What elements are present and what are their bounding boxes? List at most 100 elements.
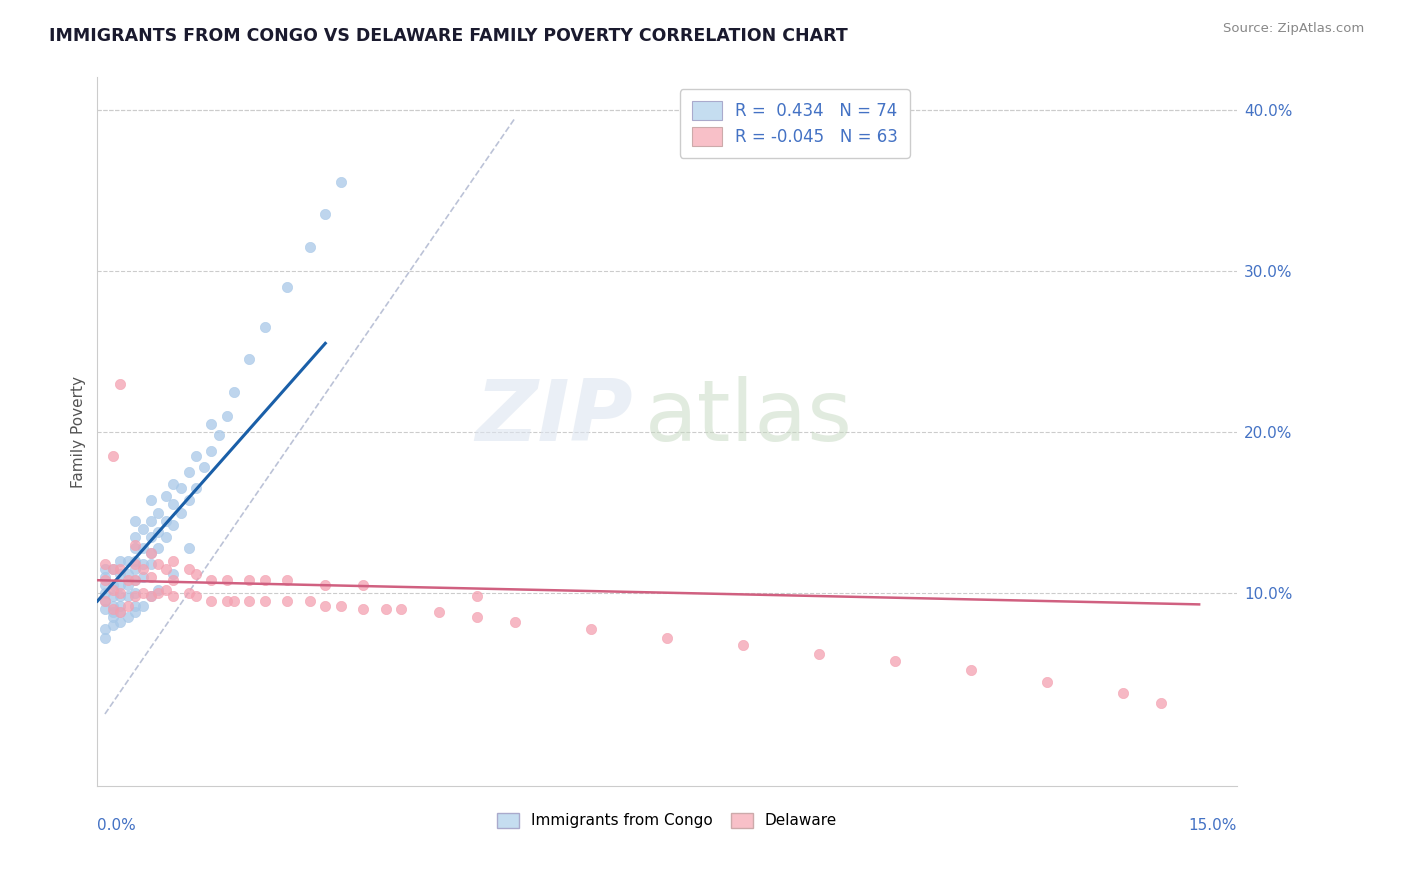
Point xyxy=(162,573,184,587)
Point xyxy=(132,570,155,584)
Point xyxy=(733,638,755,652)
Text: atlas: atlas xyxy=(644,376,852,459)
Point xyxy=(139,530,162,544)
Point xyxy=(146,557,169,571)
Point xyxy=(101,610,124,624)
Point xyxy=(124,573,146,587)
Point xyxy=(1150,696,1173,710)
Point xyxy=(108,590,131,604)
Text: IMMIGRANTS FROM CONGO VS DELAWARE FAMILY POVERTY CORRELATION CHART: IMMIGRANTS FROM CONGO VS DELAWARE FAMILY… xyxy=(49,27,848,45)
Point xyxy=(108,562,131,576)
Point xyxy=(215,409,238,423)
Point xyxy=(94,594,117,608)
Point xyxy=(177,586,200,600)
Point xyxy=(94,586,117,600)
Point xyxy=(101,582,124,597)
Point xyxy=(581,622,603,636)
Point xyxy=(124,530,146,544)
Point xyxy=(299,240,322,254)
Point xyxy=(139,492,162,507)
Point xyxy=(215,573,238,587)
Point xyxy=(108,599,131,613)
Point xyxy=(200,594,222,608)
Point xyxy=(503,615,526,629)
Point xyxy=(132,562,155,576)
Point xyxy=(124,514,146,528)
Point xyxy=(238,594,260,608)
Point xyxy=(146,506,169,520)
Point xyxy=(139,557,162,571)
Point xyxy=(208,428,231,442)
Point xyxy=(139,590,162,604)
Point xyxy=(352,602,374,616)
Point xyxy=(162,498,184,512)
Point xyxy=(132,522,155,536)
Point xyxy=(162,590,184,604)
Point xyxy=(1112,686,1135,700)
Point xyxy=(238,352,260,367)
Point xyxy=(94,562,117,576)
Point xyxy=(94,570,117,584)
Point xyxy=(139,590,162,604)
Point xyxy=(101,449,124,463)
Point xyxy=(200,444,222,458)
Point xyxy=(117,566,139,581)
Point xyxy=(162,566,184,581)
Point xyxy=(314,578,336,592)
Point xyxy=(132,557,155,571)
Point xyxy=(124,606,146,620)
Point xyxy=(139,546,162,560)
Legend: Immigrants from Congo, Delaware: Immigrants from Congo, Delaware xyxy=(498,813,837,829)
Point xyxy=(155,530,177,544)
Point xyxy=(101,602,124,616)
Point xyxy=(276,573,298,587)
Point xyxy=(276,594,298,608)
Point xyxy=(94,622,117,636)
Point xyxy=(162,518,184,533)
Text: Source: ZipAtlas.com: Source: ZipAtlas.com xyxy=(1223,22,1364,36)
Point xyxy=(465,590,488,604)
Point xyxy=(177,562,200,576)
Point xyxy=(170,506,193,520)
Point xyxy=(124,554,146,568)
Point xyxy=(101,578,124,592)
Point xyxy=(146,541,169,555)
Point xyxy=(108,606,131,620)
Point xyxy=(170,481,193,495)
Point xyxy=(117,578,139,592)
Point xyxy=(177,541,200,555)
Point xyxy=(132,541,155,555)
Point xyxy=(117,610,139,624)
Point xyxy=(124,562,146,576)
Point xyxy=(389,602,412,616)
Point xyxy=(155,582,177,597)
Text: 0.0%: 0.0% xyxy=(97,818,136,833)
Point xyxy=(200,573,222,587)
Point xyxy=(108,586,131,600)
Point xyxy=(184,481,207,495)
Point xyxy=(101,562,124,576)
Point xyxy=(215,594,238,608)
Point xyxy=(117,573,139,587)
Point xyxy=(329,599,352,613)
Point xyxy=(117,554,139,568)
Point xyxy=(299,594,322,608)
Point xyxy=(124,599,146,613)
Point xyxy=(1036,674,1059,689)
Point xyxy=(94,573,117,587)
Point xyxy=(155,562,177,576)
Point xyxy=(177,492,200,507)
Text: ZIP: ZIP xyxy=(475,376,633,459)
Point xyxy=(101,562,124,576)
Point xyxy=(124,590,146,604)
Point xyxy=(139,570,162,584)
Point xyxy=(224,384,246,399)
Point xyxy=(124,557,146,571)
Point xyxy=(124,586,146,600)
Point xyxy=(108,578,131,592)
Point xyxy=(108,615,131,629)
Point xyxy=(124,573,146,587)
Point xyxy=(162,554,184,568)
Point xyxy=(146,586,169,600)
Point xyxy=(162,476,184,491)
